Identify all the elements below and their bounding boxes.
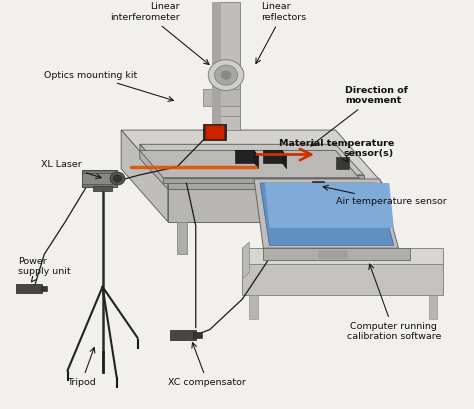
Circle shape — [113, 175, 122, 182]
Polygon shape — [264, 151, 287, 157]
Polygon shape — [236, 151, 259, 157]
Bar — [312, 181, 324, 191]
Text: Air temperature sensor: Air temperature sensor — [323, 185, 447, 206]
Text: Tripod: Tripod — [67, 348, 96, 387]
Text: Direction of
movement: Direction of movement — [311, 86, 408, 146]
Polygon shape — [140, 151, 359, 178]
Polygon shape — [260, 183, 394, 245]
Polygon shape — [140, 144, 364, 175]
Bar — [82, 170, 117, 187]
Bar — [205, 125, 224, 139]
Text: Optics mounting kit: Optics mounting kit — [44, 71, 173, 101]
Circle shape — [215, 65, 237, 85]
Bar — [93, 186, 112, 191]
Polygon shape — [212, 2, 240, 130]
Polygon shape — [168, 183, 382, 222]
Polygon shape — [242, 248, 443, 265]
Polygon shape — [168, 175, 364, 189]
Text: Power
supply unit: Power supply unit — [18, 257, 70, 282]
Polygon shape — [121, 130, 382, 183]
Polygon shape — [212, 2, 221, 130]
Circle shape — [110, 172, 125, 185]
Polygon shape — [163, 178, 359, 183]
Bar — [193, 332, 202, 338]
Polygon shape — [242, 242, 249, 279]
Polygon shape — [242, 265, 443, 295]
Text: Material temperature
sensor(s): Material temperature sensor(s) — [279, 139, 394, 162]
Bar — [364, 222, 374, 254]
Bar — [336, 157, 349, 169]
Circle shape — [221, 70, 231, 80]
Bar — [203, 90, 240, 106]
Bar — [16, 284, 42, 293]
Bar — [249, 295, 258, 319]
Polygon shape — [265, 183, 394, 228]
Polygon shape — [282, 151, 287, 169]
Bar — [177, 222, 187, 254]
Bar — [429, 295, 437, 319]
Text: Linear
reflectors: Linear reflectors — [256, 2, 306, 63]
Text: Linear
interferometer: Linear interferometer — [109, 2, 209, 65]
Bar — [203, 124, 226, 140]
Polygon shape — [264, 248, 410, 261]
Bar — [82, 173, 117, 184]
Polygon shape — [236, 151, 254, 163]
Polygon shape — [264, 151, 282, 163]
Bar — [319, 251, 347, 258]
Polygon shape — [140, 144, 168, 189]
Bar — [212, 91, 240, 116]
Text: XC compensator: XC compensator — [168, 343, 246, 387]
Polygon shape — [254, 151, 259, 169]
Polygon shape — [121, 130, 168, 222]
Bar — [41, 286, 46, 291]
Bar — [170, 330, 196, 340]
Circle shape — [209, 60, 244, 90]
Bar — [280, 222, 290, 254]
Polygon shape — [254, 179, 399, 248]
Text: Computer running
calibration software: Computer running calibration software — [346, 264, 441, 342]
Text: XL Laser: XL Laser — [41, 160, 101, 179]
